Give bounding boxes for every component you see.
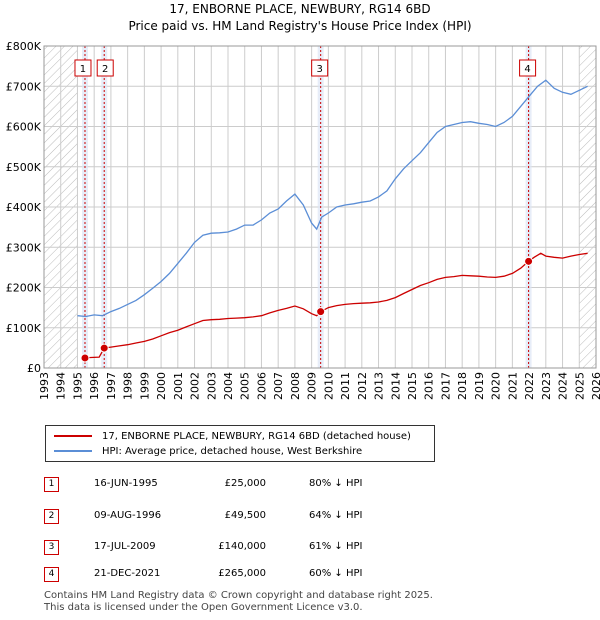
x-tick-label: 2015 bbox=[406, 372, 419, 400]
hpi-line bbox=[77, 79, 588, 318]
sale-marker-box bbox=[74, 59, 92, 77]
transaction-hpi: 60% ↓ HPI bbox=[309, 568, 363, 579]
legend-label-price: 17, ENBORNE PLACE, NEWBURY, RG14 6BD (de… bbox=[102, 430, 411, 442]
x-tick-label: 2018 bbox=[456, 372, 469, 400]
sale-point bbox=[316, 307, 326, 317]
x-tick-label: 2007 bbox=[272, 372, 285, 400]
legend-swatch-hpi bbox=[54, 450, 92, 452]
sale-marker-label: 3 bbox=[316, 64, 322, 75]
sale-marker-label: 1 bbox=[80, 64, 86, 75]
price-line bbox=[84, 252, 588, 359]
chart-title: 17, ENBORNE PLACE, NEWBURY, RG14 6BD bbox=[169, 2, 431, 16]
transaction-hpi: 64% ↓ HPI bbox=[309, 510, 363, 521]
legend-item-hpi: HPI: Average price, detached house, West… bbox=[54, 444, 362, 458]
x-tick-label: 1995 bbox=[71, 372, 84, 400]
x-tick-label: 2025 bbox=[573, 372, 586, 400]
sale-point bbox=[524, 256, 534, 266]
y-tick-label: £800K bbox=[6, 40, 42, 53]
y-tick-label: £100K bbox=[6, 322, 42, 335]
sale-point bbox=[80, 353, 90, 363]
x-tick-label: 2022 bbox=[523, 372, 536, 400]
sale-marker-label: 2 bbox=[102, 64, 108, 75]
x-tick-label: 2009 bbox=[306, 372, 319, 400]
x-tick-label: 1998 bbox=[122, 372, 135, 400]
sale-marker-box bbox=[519, 59, 537, 77]
price-chart: £0 £100K £200K £300K £400K £500K £600K £700K £80… bbox=[6, 40, 600, 400]
transaction-date: 17-JUL-2009 bbox=[94, 541, 156, 552]
transaction-number: 3 bbox=[44, 540, 59, 555]
x-tick-label: 1993 bbox=[38, 372, 51, 400]
sale-point bbox=[99, 343, 109, 353]
x-tick-label: 2024 bbox=[557, 372, 570, 400]
chart-subtitle: Price paid vs. HM Land Registry's House … bbox=[128, 19, 472, 33]
x-tick-label: 2021 bbox=[506, 372, 519, 400]
x-tick-label: 2019 bbox=[473, 372, 486, 400]
x-tick-label: 2012 bbox=[356, 372, 369, 400]
sale-marker-box bbox=[96, 59, 114, 77]
x-tick-label: 2000 bbox=[155, 372, 168, 400]
transaction-number: 2 bbox=[44, 509, 59, 524]
x-tick-label: 2002 bbox=[189, 372, 202, 400]
x-tick-label: 2011 bbox=[339, 372, 352, 400]
x-tick-label: 1996 bbox=[88, 372, 101, 400]
legend-label-hpi: HPI: Average price, detached house, West… bbox=[102, 445, 363, 457]
transaction-price: £265,000 bbox=[218, 568, 266, 579]
transaction-date: 21-DEC-2021 bbox=[94, 568, 161, 579]
transaction-date: 16-JUN-1995 bbox=[94, 478, 158, 489]
y-tick-label: £700K bbox=[6, 80, 42, 93]
transaction-date: 09-AUG-1996 bbox=[94, 510, 162, 521]
x-tick-label: 2026 bbox=[590, 372, 600, 400]
transaction-number: 4 bbox=[44, 567, 59, 582]
legend-swatch-price bbox=[54, 435, 92, 437]
footer-copyright: Contains HM Land Registry data © Crown c… bbox=[44, 590, 433, 601]
y-tick-label: £0 bbox=[27, 362, 41, 375]
x-tick-label: 2023 bbox=[540, 372, 553, 400]
transaction-price: £25,000 bbox=[224, 478, 266, 489]
x-tick-label: 2020 bbox=[490, 372, 503, 400]
plot-border bbox=[43, 45, 597, 369]
sale-marker-box bbox=[311, 59, 329, 77]
x-tick-label: 2013 bbox=[373, 372, 386, 400]
legend-item-price: 17, ENBORNE PLACE, NEWBURY, RG14 6BD (de… bbox=[54, 429, 411, 443]
x-tick-label: 2014 bbox=[389, 372, 402, 400]
x-tick-label: 2001 bbox=[172, 372, 185, 400]
transaction-price: £140,000 bbox=[218, 541, 266, 552]
x-tick-label: 1997 bbox=[105, 372, 118, 400]
y-tick-label: £400K bbox=[6, 201, 42, 214]
y-tick-label: £600K bbox=[6, 121, 42, 134]
x-tick-label: 2010 bbox=[322, 372, 335, 400]
footer-licence: This data is licensed under the Open Gov… bbox=[44, 602, 363, 613]
transaction-number: 1 bbox=[44, 477, 59, 492]
y-tick-label: £200K bbox=[6, 282, 42, 295]
transaction-price: £49,500 bbox=[224, 510, 266, 521]
x-tick-label: 1999 bbox=[138, 372, 151, 400]
x-tick-label: 2005 bbox=[239, 372, 252, 400]
x-tick-label: 2017 bbox=[439, 372, 452, 400]
x-tick-label: 2016 bbox=[423, 372, 436, 400]
sale-marker-label: 4 bbox=[524, 64, 530, 75]
x-tick-label: 2008 bbox=[289, 372, 302, 400]
y-tick-label: £500K bbox=[6, 161, 42, 174]
transaction-hpi: 80% ↓ HPI bbox=[309, 478, 363, 489]
transaction-hpi: 61% ↓ HPI bbox=[309, 541, 363, 552]
x-tick-label: 2004 bbox=[222, 372, 235, 400]
x-tick-label: 2003 bbox=[205, 372, 218, 400]
legend: 17, ENBORNE PLACE, NEWBURY, RG14 6BD (de… bbox=[45, 425, 435, 462]
x-tick-label: 1994 bbox=[55, 372, 68, 400]
y-tick-label: £300K bbox=[6, 241, 42, 254]
x-tick-label: 2006 bbox=[255, 372, 268, 400]
